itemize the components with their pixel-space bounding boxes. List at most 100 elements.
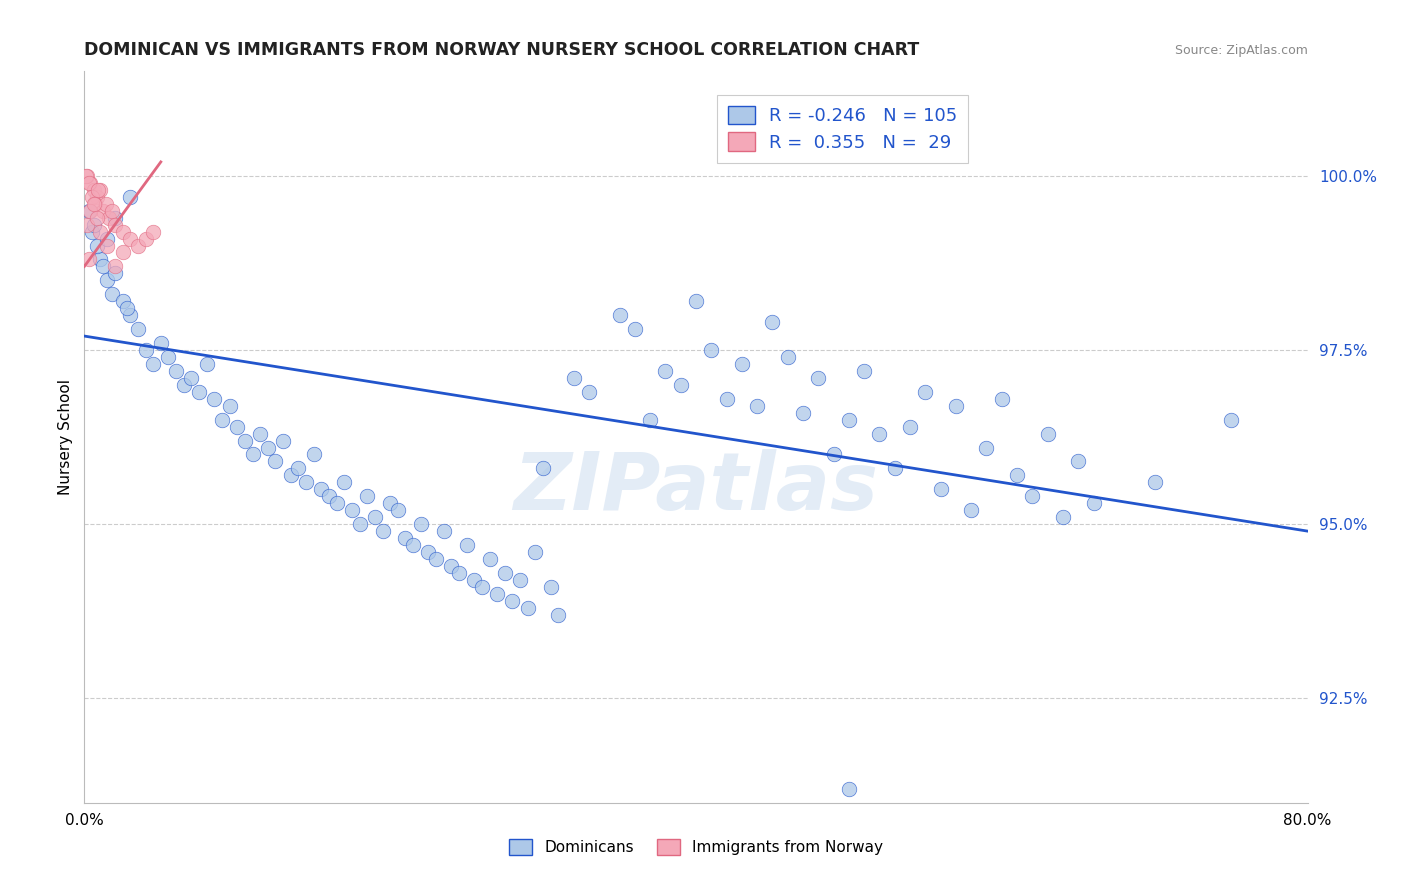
Point	[97, 211, 120, 225]
Point	[1005, 468, 1028, 483]
Point	[700, 343, 723, 357]
Point	[96, 273, 118, 287]
Point	[233, 434, 256, 448]
Point	[218, 399, 240, 413]
Point	[75, 169, 97, 183]
Text: DOMINICAN VS IMMIGRANTS FROM NORWAY NURSERY SCHOOL CORRELATION CHART: DOMINICAN VS IMMIGRANTS FROM NORWAY NURS…	[84, 41, 920, 59]
Point	[761, 315, 783, 329]
Point	[77, 252, 100, 267]
Point	[387, 503, 409, 517]
Point	[173, 377, 195, 392]
Point	[86, 190, 108, 204]
Point	[257, 441, 280, 455]
Point	[509, 573, 531, 587]
Point	[188, 384, 211, 399]
Point	[340, 503, 363, 517]
Point	[456, 538, 478, 552]
Point	[531, 461, 554, 475]
Point	[654, 364, 676, 378]
Point	[127, 238, 149, 252]
Point	[976, 441, 998, 455]
Point	[540, 580, 562, 594]
Point	[127, 322, 149, 336]
Point	[101, 287, 124, 301]
Point	[149, 336, 172, 351]
Point	[991, 392, 1014, 406]
Point	[302, 448, 325, 462]
Point	[380, 496, 402, 510]
Point	[280, 468, 302, 483]
Point	[295, 475, 318, 490]
Point	[624, 322, 647, 336]
Point	[823, 448, 845, 462]
Point	[111, 225, 134, 239]
Point	[418, 545, 440, 559]
Point	[960, 503, 983, 517]
Point	[1220, 412, 1243, 426]
Point	[838, 781, 860, 796]
Point	[685, 294, 707, 309]
Point	[776, 350, 799, 364]
Point	[478, 552, 501, 566]
Text: Source: ZipAtlas.com: Source: ZipAtlas.com	[1174, 44, 1308, 57]
Point	[104, 218, 127, 232]
Point	[562, 371, 585, 385]
Legend: Dominicans, Immigrants from Norway: Dominicans, Immigrants from Norway	[503, 833, 889, 861]
Point	[120, 231, 142, 245]
Point	[91, 260, 114, 274]
Point	[402, 538, 425, 552]
Point	[80, 225, 103, 239]
Point	[747, 399, 769, 413]
Point	[142, 357, 165, 371]
Point	[356, 489, 378, 503]
Point	[364, 510, 387, 524]
Point	[80, 190, 103, 204]
Point	[104, 266, 127, 280]
Point	[242, 448, 264, 462]
Point	[638, 412, 661, 426]
Point	[1143, 475, 1166, 490]
Point	[838, 412, 860, 426]
Point	[77, 203, 100, 218]
Point	[111, 294, 134, 309]
Point	[157, 350, 180, 364]
Point	[96, 231, 118, 245]
Point	[371, 524, 394, 538]
Point	[433, 524, 456, 538]
Point	[195, 357, 218, 371]
Point	[76, 169, 98, 183]
Point	[91, 203, 114, 218]
Point	[287, 461, 309, 475]
Point	[86, 211, 108, 225]
Point	[486, 587, 509, 601]
Point	[524, 545, 547, 559]
Point	[409, 517, 432, 532]
Point	[83, 183, 105, 197]
Point	[471, 580, 494, 594]
Point	[929, 483, 952, 497]
Point	[945, 399, 967, 413]
Point	[1036, 426, 1059, 441]
Point	[869, 426, 891, 441]
Point	[96, 238, 118, 252]
Point	[914, 384, 936, 399]
Point	[669, 377, 692, 392]
Point	[1021, 489, 1043, 503]
Point	[1083, 496, 1105, 510]
Point	[211, 412, 233, 426]
Point	[716, 392, 738, 406]
Point	[494, 566, 516, 580]
Point	[394, 531, 416, 545]
Point	[120, 190, 142, 204]
Point	[502, 594, 524, 608]
Point	[883, 461, 905, 475]
Point	[271, 434, 294, 448]
Point	[447, 566, 470, 580]
Point	[180, 371, 202, 385]
Point	[1067, 454, 1090, 468]
Point	[142, 225, 165, 239]
Point	[83, 218, 105, 232]
Point	[104, 260, 127, 274]
Point	[792, 406, 814, 420]
Point	[89, 252, 111, 267]
